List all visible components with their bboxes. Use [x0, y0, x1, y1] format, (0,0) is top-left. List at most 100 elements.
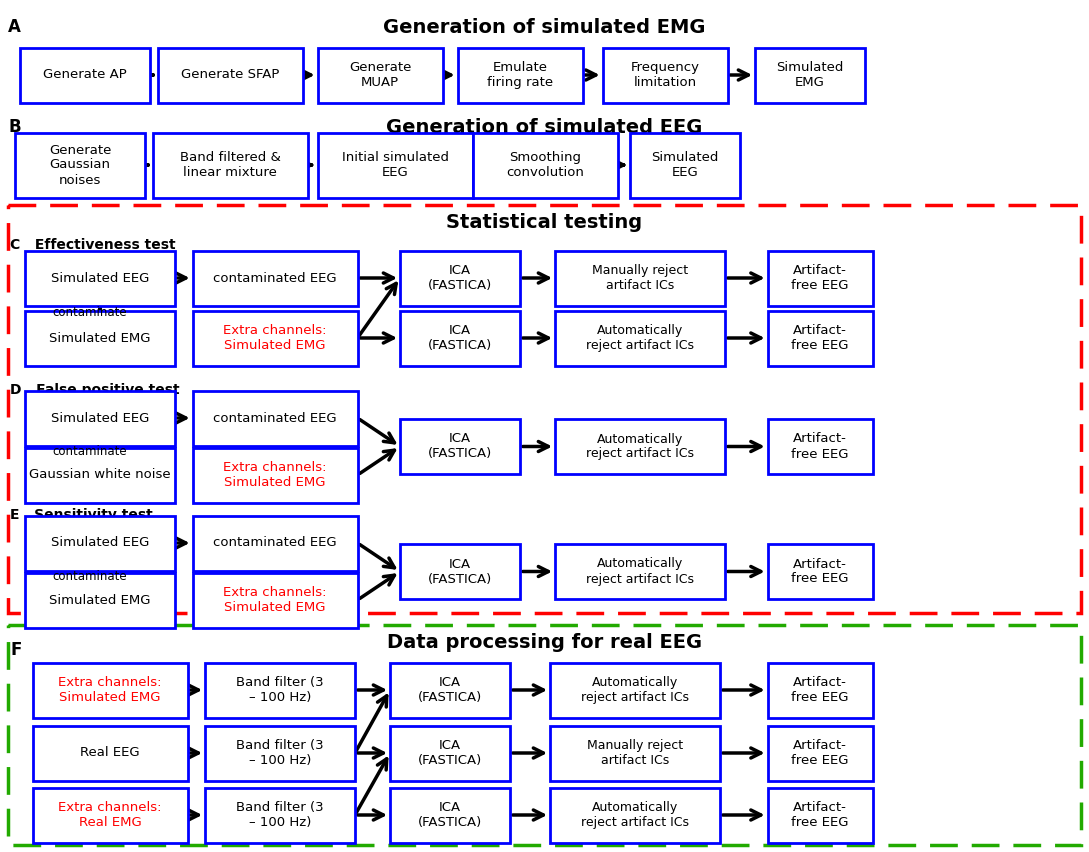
- FancyBboxPatch shape: [400, 544, 521, 599]
- Text: Simulated EEG: Simulated EEG: [51, 537, 149, 550]
- Text: Simulated
EMG: Simulated EMG: [776, 61, 844, 89]
- Text: Extra channels:
Simulated EMG: Extra channels: Simulated EMG: [58, 676, 162, 704]
- Text: Automatically
reject artifact ICs: Automatically reject artifact ICs: [586, 557, 694, 585]
- FancyBboxPatch shape: [193, 250, 357, 306]
- Text: Artifact-
free EEG: Artifact- free EEG: [792, 433, 848, 460]
- FancyBboxPatch shape: [555, 310, 725, 366]
- Text: ICA
(FASTICA): ICA (FASTICA): [418, 801, 482, 829]
- Text: Automatically
reject artifact ICs: Automatically reject artifact ICs: [586, 324, 694, 352]
- Text: Artifact-
free EEG: Artifact- free EEG: [792, 676, 848, 704]
- FancyBboxPatch shape: [15, 133, 145, 198]
- Text: contaminated EEG: contaminated EEG: [213, 537, 337, 550]
- FancyBboxPatch shape: [318, 48, 442, 102]
- FancyBboxPatch shape: [550, 726, 720, 780]
- FancyBboxPatch shape: [25, 250, 175, 306]
- Text: D   False positive test: D False positive test: [10, 383, 180, 397]
- Text: B: B: [8, 118, 21, 136]
- Text: ICA
(FASTICA): ICA (FASTICA): [418, 739, 482, 767]
- FancyBboxPatch shape: [33, 787, 187, 843]
- FancyBboxPatch shape: [33, 663, 187, 717]
- FancyBboxPatch shape: [390, 726, 510, 780]
- Text: Extra channels:
Simulated EMG: Extra channels: Simulated EMG: [223, 461, 327, 489]
- Text: ICA
(FASTICA): ICA (FASTICA): [418, 676, 482, 704]
- Text: Statistical testing: Statistical testing: [446, 213, 643, 232]
- Text: Real EEG: Real EEG: [81, 746, 139, 759]
- Text: Artifact-
free EEG: Artifact- free EEG: [792, 324, 848, 352]
- Text: Generate SFAP: Generate SFAP: [181, 68, 279, 82]
- FancyBboxPatch shape: [768, 787, 872, 843]
- Bar: [8, 625, 1081, 845]
- FancyBboxPatch shape: [193, 310, 357, 366]
- Text: Simulated
EEG: Simulated EEG: [651, 151, 719, 179]
- FancyBboxPatch shape: [473, 133, 617, 198]
- Text: Data processing for real EEG: Data processing for real EEG: [387, 633, 702, 652]
- Text: Manually reject
artifact ICs: Manually reject artifact ICs: [587, 739, 683, 767]
- FancyBboxPatch shape: [457, 48, 583, 102]
- FancyBboxPatch shape: [20, 48, 150, 102]
- FancyBboxPatch shape: [550, 663, 720, 717]
- Text: contaminated EEG: contaminated EEG: [213, 272, 337, 285]
- Text: Automatically
reject artifact ICs: Automatically reject artifact ICs: [582, 801, 689, 829]
- FancyBboxPatch shape: [390, 787, 510, 843]
- Text: Generate
MUAP: Generate MUAP: [348, 61, 412, 89]
- Text: Frequency
limitation: Frequency limitation: [631, 61, 699, 89]
- FancyBboxPatch shape: [152, 133, 307, 198]
- FancyBboxPatch shape: [193, 447, 357, 503]
- FancyBboxPatch shape: [555, 544, 725, 599]
- FancyBboxPatch shape: [400, 419, 521, 474]
- Text: Band filtered &
linear mixture: Band filtered & linear mixture: [180, 151, 281, 179]
- FancyBboxPatch shape: [550, 787, 720, 843]
- FancyBboxPatch shape: [25, 310, 175, 366]
- FancyBboxPatch shape: [768, 310, 872, 366]
- Text: Manually reject
artifact ICs: Manually reject artifact ICs: [592, 264, 688, 292]
- FancyBboxPatch shape: [318, 133, 473, 198]
- Text: Simulated EEG: Simulated EEG: [51, 272, 149, 285]
- Text: Gaussian white noise: Gaussian white noise: [29, 469, 171, 481]
- FancyBboxPatch shape: [555, 419, 725, 474]
- FancyBboxPatch shape: [205, 663, 355, 717]
- FancyBboxPatch shape: [390, 663, 510, 717]
- Text: Smoothing
convolution: Smoothing convolution: [506, 151, 584, 179]
- FancyBboxPatch shape: [555, 250, 725, 306]
- Text: ICA
(FASTICA): ICA (FASTICA): [428, 433, 492, 460]
- Text: contaminated EEG: contaminated EEG: [213, 412, 337, 424]
- Text: Band filter (3
– 100 Hz): Band filter (3 – 100 Hz): [236, 676, 323, 704]
- Text: Artifact-
free EEG: Artifact- free EEG: [792, 739, 848, 767]
- Text: ICA
(FASTICA): ICA (FASTICA): [428, 324, 492, 352]
- FancyBboxPatch shape: [25, 573, 175, 628]
- FancyBboxPatch shape: [768, 544, 872, 599]
- Text: C   Effectiveness test: C Effectiveness test: [10, 238, 175, 252]
- Text: Initial simulated
EEG: Initial simulated EEG: [342, 151, 449, 179]
- Text: Band filter (3
– 100 Hz): Band filter (3 – 100 Hz): [236, 739, 323, 767]
- Text: Generate
Gaussian
noises: Generate Gaussian noises: [49, 143, 111, 187]
- Text: Automatically
reject artifact ICs: Automatically reject artifact ICs: [586, 433, 694, 460]
- FancyBboxPatch shape: [193, 515, 357, 571]
- FancyBboxPatch shape: [158, 48, 303, 102]
- Bar: [8, 205, 1081, 613]
- FancyBboxPatch shape: [400, 310, 521, 366]
- Text: ICA
(FASTICA): ICA (FASTICA): [428, 264, 492, 292]
- FancyBboxPatch shape: [205, 726, 355, 780]
- FancyBboxPatch shape: [768, 663, 872, 717]
- Text: Automatically
reject artifact ICs: Automatically reject artifact ICs: [582, 676, 689, 704]
- Text: ICA
(FASTICA): ICA (FASTICA): [428, 557, 492, 585]
- Text: Simulated EEG: Simulated EEG: [51, 412, 149, 424]
- Text: E   Sensitivity test: E Sensitivity test: [10, 508, 152, 522]
- Text: contaminate: contaminate: [52, 570, 127, 583]
- Text: Band filter (3
– 100 Hz): Band filter (3 – 100 Hz): [236, 801, 323, 829]
- FancyBboxPatch shape: [25, 390, 175, 446]
- Text: Simulated EMG: Simulated EMG: [49, 594, 150, 607]
- FancyBboxPatch shape: [755, 48, 865, 102]
- Text: Simulated EMG: Simulated EMG: [49, 331, 150, 344]
- Text: Extra channels:
Simulated EMG: Extra channels: Simulated EMG: [223, 324, 327, 352]
- FancyBboxPatch shape: [193, 573, 357, 628]
- Text: A: A: [8, 18, 21, 36]
- Text: Generate AP: Generate AP: [44, 68, 127, 82]
- Text: Emulate
firing rate: Emulate firing rate: [487, 61, 553, 89]
- Text: Generation of simulated EMG: Generation of simulated EMG: [383, 18, 706, 37]
- Text: Artifact-
free EEG: Artifact- free EEG: [792, 264, 848, 292]
- FancyBboxPatch shape: [768, 419, 872, 474]
- FancyBboxPatch shape: [768, 250, 872, 306]
- FancyBboxPatch shape: [33, 726, 187, 780]
- Text: Extra channels:
Simulated EMG: Extra channels: Simulated EMG: [223, 586, 327, 614]
